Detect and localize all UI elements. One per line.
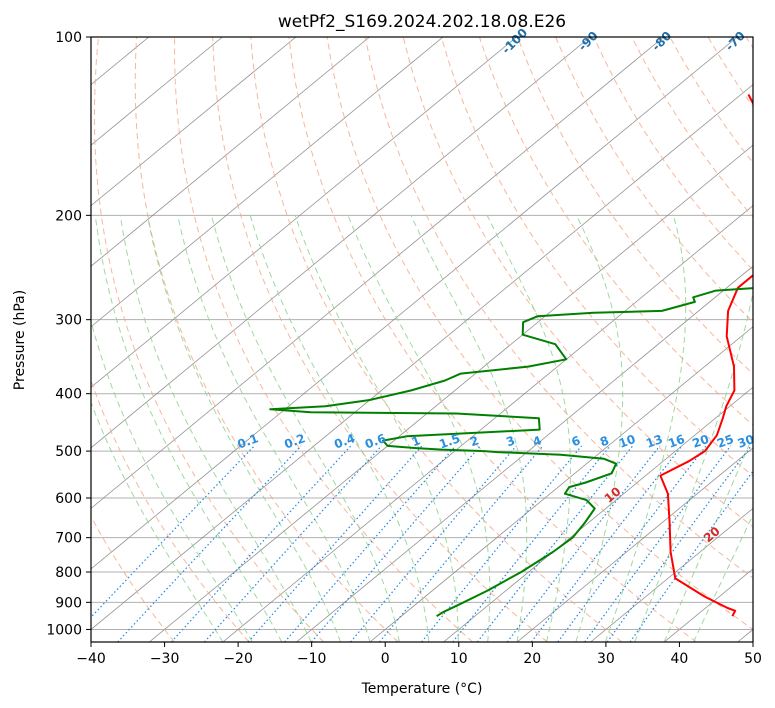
dry-adiabat-line — [288, 37, 697, 642]
isotherm-line — [91, 37, 591, 449]
dry-adiabat-line — [517, 37, 753, 375]
x-tick-label: 40 — [670, 651, 688, 667]
mixing-ratio-line — [91, 445, 255, 618]
moist-adiabat-line — [294, 215, 459, 642]
mixing-ratio-label: 13 — [644, 432, 664, 451]
y-axis-label: Pressure (hPa) — [12, 290, 28, 390]
mixing-ratio-line — [629, 470, 753, 642]
x-tick-label: 50 — [744, 651, 762, 667]
mixing-ratio-label: 10 — [617, 432, 637, 451]
dry-adiabat-line — [440, 37, 753, 477]
x-tick-label: −40 — [76, 651, 106, 667]
isotherm-line — [91, 37, 738, 570]
dewpoint-profile-line — [269, 287, 753, 618]
background-lines — [91, 37, 753, 642]
moist-adiabat-line — [147, 215, 341, 642]
isotherm-line — [91, 37, 370, 267]
dry-adiabat-line — [91, 515, 175, 642]
isotherm-line — [222, 205, 753, 642]
mixing-ratio-label: 0.1 — [236, 431, 261, 451]
dry-adiabat-line — [93, 37, 324, 642]
x-tick-label: 30 — [597, 651, 615, 667]
mixing-ratio-label: 1.5 — [437, 431, 462, 451]
isotherm-line — [91, 37, 223, 146]
sounding-profiles — [269, 93, 753, 618]
moist-adiabat-line — [410, 215, 528, 642]
isotherm-line — [296, 265, 753, 642]
isotherm-line — [91, 37, 297, 207]
x-tick-label: 20 — [523, 651, 541, 667]
dry-adiabat-line — [134, 37, 399, 642]
y-tick-label: 100 — [55, 30, 82, 46]
mixing-ratio-line — [530, 445, 683, 642]
y-tick-label: 900 — [55, 595, 82, 611]
isotherm-line — [91, 37, 517, 388]
y-tick-label: 600 — [55, 491, 82, 507]
isotherm-line — [369, 326, 753, 642]
chart-title: wetPf2_S169.2024.202.18.08.E26 — [278, 12, 566, 32]
moist-adiabat-line — [347, 215, 491, 642]
moist-adiabat-line — [634, 289, 753, 642]
moist-adiabat-line — [486, 215, 572, 642]
mixing-ratio-line — [557, 445, 707, 642]
mixing-ratio-label: 30 — [736, 432, 756, 451]
temperature-profile-line — [659, 93, 753, 617]
moist-adiabat-line — [177, 215, 371, 642]
isotherm-line — [91, 37, 664, 509]
dry-adiabat-line — [174, 37, 474, 642]
mixing-ratio-label: 20 — [690, 432, 710, 451]
x-tick-label: 10 — [450, 651, 468, 667]
isotherm-line — [91, 84, 753, 630]
moist-adiabat-line — [604, 215, 687, 642]
y-tick-label: 800 — [55, 565, 82, 581]
axes: −40 −30 −20 −10 0 10 20 30 40 50 1000 900 800 700 600 5… — [46, 30, 762, 667]
y-tick-label: 400 — [55, 387, 82, 403]
mixing-ratio-line — [476, 445, 634, 642]
mixing-ratio-label: 25 — [715, 432, 735, 451]
moist-adiabat-line — [94, 215, 283, 642]
isotherm-line — [443, 386, 753, 642]
y-tick-label: 500 — [55, 444, 82, 460]
moist-adiabat-line — [211, 215, 400, 642]
mixing-ratio-line — [379, 445, 544, 642]
mixing-ratio-line — [584, 445, 732, 642]
mixing-ratio-label: 0.4 — [332, 431, 357, 451]
mixing-ratio-label: 16 — [666, 432, 686, 451]
mixing-ratio-line — [204, 445, 382, 642]
mixing-ratio-line — [506, 445, 661, 642]
mixing-ratio-line — [311, 445, 481, 642]
y-tick-label: 1000 — [46, 622, 82, 638]
isotherm-line — [91, 37, 444, 328]
moist-adiabat-line — [91, 319, 253, 642]
dry-adiabat-line — [212, 37, 548, 642]
mixing-ratio-label: 0.6 — [363, 431, 388, 451]
x-tick-label: −30 — [150, 651, 180, 667]
isotherm-line — [149, 144, 753, 642]
moist-adiabat-line — [91, 400, 224, 642]
moist-adiabat-line — [575, 215, 624, 642]
moist-adiabat-line — [119, 215, 312, 642]
y-tick-label: 200 — [55, 208, 82, 224]
y-tick-label: 700 — [55, 531, 82, 547]
mixing-ratio-line — [117, 445, 302, 642]
mixing-ratio-label: 0.2 — [282, 431, 307, 451]
moist-adiabat-line — [663, 434, 753, 642]
mixing-ratio-line — [606, 445, 752, 642]
x-tick-label: −10 — [297, 651, 327, 667]
dry-adiabat-line — [478, 37, 753, 426]
y-tick-label: 300 — [55, 313, 82, 329]
dry-adiabat-line — [91, 379, 250, 642]
x-tick-label: 0 — [381, 651, 390, 667]
dry-adiabat-line — [555, 37, 753, 323]
isotherm-line — [590, 507, 753, 642]
isotherm-line — [516, 447, 753, 642]
mixing-ratio-line — [284, 445, 457, 642]
mixing-ratio-line — [350, 445, 517, 642]
x-tick-label: −20 — [223, 651, 253, 667]
x-axis-label: Temperature (°C) — [361, 681, 483, 697]
plot-frame — [90, 36, 754, 643]
mixing-ratio-line — [170, 445, 352, 642]
moist-adiabat-line — [693, 513, 753, 642]
